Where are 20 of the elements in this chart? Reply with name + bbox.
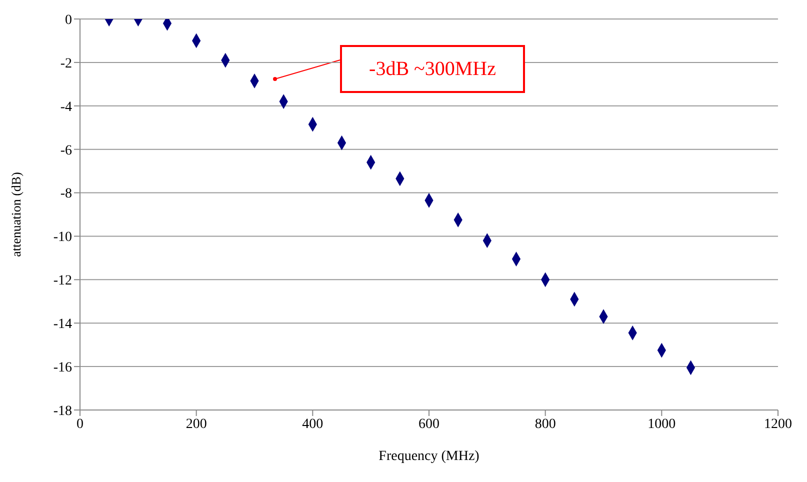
- x-tick-label: 400: [302, 416, 324, 432]
- y-tick-label: -14: [53, 317, 72, 332]
- y-tick-label: -16: [53, 360, 72, 376]
- y-tick-label: -4: [60, 100, 72, 115]
- y-tick-label: -2: [60, 56, 72, 72]
- x-tick-label: 200: [186, 416, 207, 432]
- annotation: -3dB ~300MHz: [340, 45, 525, 93]
- x-tick-label: 0: [76, 416, 84, 432]
- x-tick-label: 1000: [648, 416, 676, 432]
- y-tick-label: -10: [53, 230, 72, 246]
- y-tick-label: -18: [53, 404, 72, 419]
- x-tick-label: 800: [534, 416, 556, 432]
- y-tick-label: -8: [60, 186, 72, 202]
- y-tick-label: -12: [53, 274, 72, 289]
- x-tick-label: 1200: [764, 416, 792, 432]
- x-axis-title: Frequency (MHz): [378, 449, 480, 464]
- y-tick-label: -6: [60, 143, 72, 158]
- y-axis-title: attenuation (dB): [8, 172, 24, 257]
- x-tick-label: 600: [418, 416, 440, 432]
- y-tick-label: 0: [65, 12, 72, 28]
